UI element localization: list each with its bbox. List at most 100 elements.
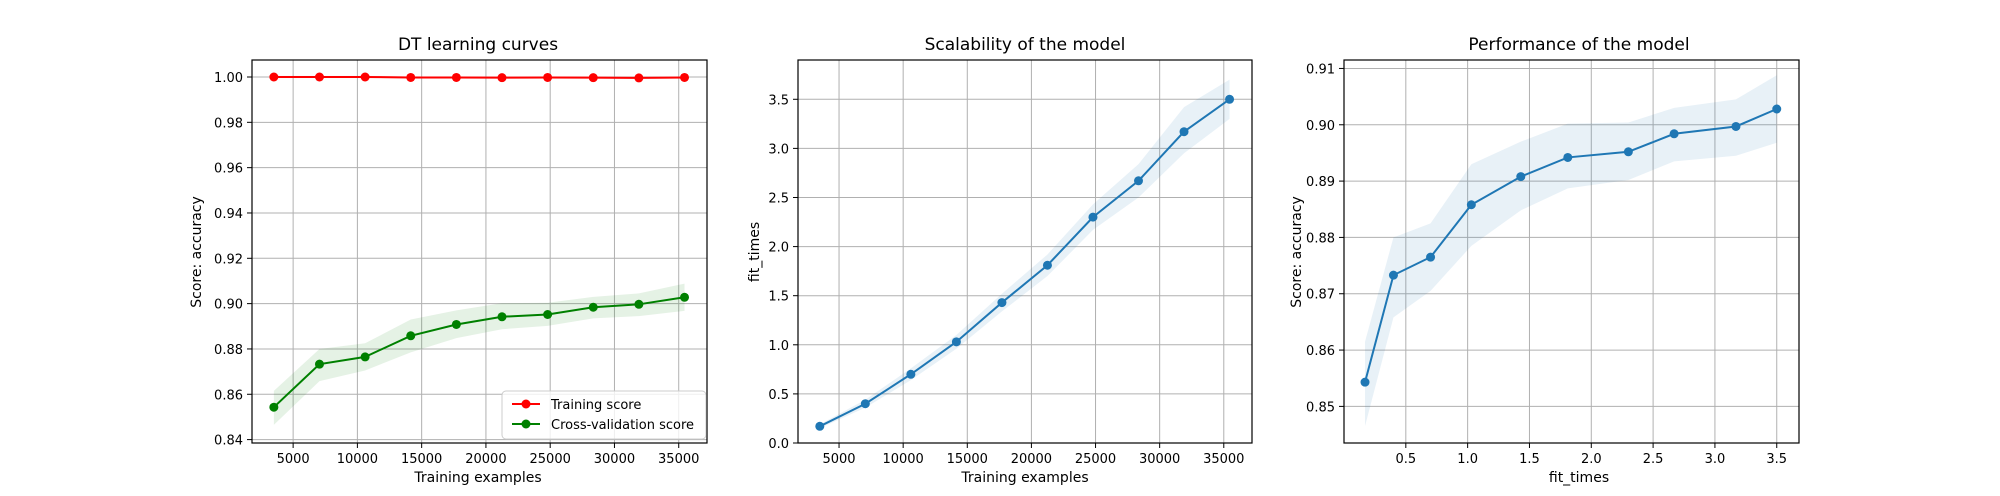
y-tick-label: 0.98 [214,116,243,131]
data-point [680,72,690,82]
grid [1344,60,1799,443]
data-point [314,359,324,369]
data-point [314,72,324,82]
x-tick-label: 5000 [277,452,310,467]
data-point [269,402,279,412]
data-point [497,73,507,83]
confidence-band [1365,75,1777,427]
y-tick-label: 0.96 [214,162,243,177]
data-point [497,312,507,322]
y-tick-label: 0.87 [1306,288,1335,303]
data-point [543,310,553,320]
data-point [543,72,553,82]
data-point [1466,200,1476,210]
x-tick-label: 15000 [401,452,442,467]
y-tick-label: 0.5 [768,388,789,403]
y-tick-label: 1.0 [768,339,789,354]
data-point [906,369,916,379]
y-tick-label: 0.90 [214,298,243,313]
x-tick-label: 2.5 [1643,452,1664,467]
data-point [997,298,1007,308]
data-point [1225,94,1235,104]
data-point [1042,260,1052,270]
y-axis-label: Score: accuracy [1289,196,1305,308]
x-axis-label: Training examples [960,470,1088,486]
y-tick-label: 0.86 [1306,344,1335,359]
y-axis-label: fit_times [747,222,763,282]
x-tick-label: 5000 [822,452,855,467]
y-tick-label: 0.89 [1306,175,1335,190]
series-0 [815,79,1235,431]
legend-box [501,390,707,440]
y-tick-label: 0.91 [1306,62,1335,77]
series-line [273,75,685,79]
x-tick-label: 35000 [658,452,699,467]
data-point [451,72,461,82]
data-point [406,72,416,82]
x-tick-label: 3.0 [1705,452,1726,467]
data-point [1669,129,1679,139]
y-tick-label: 1.00 [214,71,243,86]
x-tick-label: 1.0 [1457,452,1478,467]
data-point [815,421,825,431]
confidence-band [273,283,685,425]
y-tick-label: 3.0 [768,142,789,157]
y-tick-label: 0.86 [214,388,243,403]
data-point [360,72,370,82]
chart-title: Performance of the model [1468,35,1689,55]
x-tick-label: 20000 [1011,452,1052,467]
data-point [1088,212,1098,222]
x-tick-label: 30000 [1139,452,1180,467]
data-point [1134,176,1143,186]
legend: Training score Cross-validation score [501,390,707,440]
legend-label-cv: Cross-validation score [551,418,694,433]
legend-marker-training [521,399,531,409]
x-axis-label: fit_times [1549,470,1609,486]
data-point [360,352,370,362]
y-tick-label: 0.92 [214,252,243,267]
data-point [634,299,644,309]
data-point [1426,252,1436,262]
y-tick-label: 2.0 [768,241,789,256]
data-point [1179,127,1189,137]
y-tick-label: 0.84 [214,434,243,449]
data-point [1731,121,1741,131]
grid [798,60,1252,444]
confidence-band [819,79,1230,429]
x-tick-label: 1.5 [1519,452,1540,467]
y-tick-label: 0.94 [214,207,243,222]
data-point [451,319,461,329]
y-tick-label: 3.5 [768,93,789,108]
legend-label-training: Training score [550,398,641,413]
data-point [951,337,961,347]
x-tick-label: 15000 [947,452,988,467]
data-point [860,399,870,409]
y-tick-label: 0.0 [768,437,789,452]
data-point [1388,270,1398,280]
y-tick-label: 0.88 [214,343,243,358]
chart-title: DT learning curves [398,35,558,55]
x-tick-label: 0.5 [1395,452,1416,467]
series-0 [269,72,690,83]
x-tick-label: 2.0 [1581,452,1602,467]
x-tick-label: 20000 [465,452,506,467]
y-tick-label: 0.88 [1306,231,1335,246]
y-tick-label: 0.90 [1306,119,1335,134]
plot-frame [251,59,708,444]
series-line [1364,108,1778,383]
series-line [273,296,685,408]
x-tick-label: 3.5 [1766,452,1787,467]
chart-title: Scalability of the model [925,35,1126,55]
series-line [819,98,1231,428]
x-tick-label: 10000 [882,452,923,467]
data-point [634,73,644,83]
data-point [1516,172,1526,182]
y-axis-label: Score: accuracy [189,196,205,308]
data-point [588,73,598,83]
data-point [1563,152,1573,162]
x-tick-label: 10000 [337,452,378,467]
y-tick-label: 0.85 [1306,400,1335,415]
data-point [1772,104,1782,114]
series-0 [1360,75,1782,427]
